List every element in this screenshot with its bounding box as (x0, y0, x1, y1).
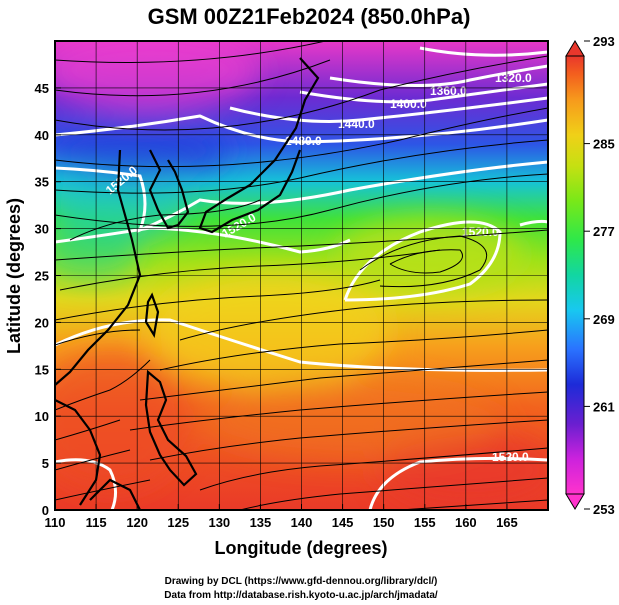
y-tick-label: 35 (35, 175, 49, 190)
contour-label: 1480.0 (285, 134, 322, 148)
china-coastline (55, 149, 142, 386)
y-tick-label: 40 (35, 128, 49, 143)
y-tick-label: 45 (35, 81, 49, 96)
x-axis-ticks: 110 115 120 125 130 135 140 145 150 155 160 165 (45, 504, 518, 530)
colorbar-body (565, 55, 585, 495)
contour-label: 1360.0 (430, 84, 467, 98)
y-tick-label: 0 (42, 503, 49, 518)
x-tick-label: 125 (167, 515, 189, 530)
colorbar: 293 285 277 269 261 253 (565, 34, 615, 517)
contour-label: 1520.0 (462, 225, 499, 239)
x-axis-label: Longitude (degrees) (214, 538, 387, 558)
japan-coastline (198, 57, 320, 234)
x-tick-label: 140 (291, 515, 313, 530)
colorbar-tick-label: 261 (593, 399, 615, 414)
x-tick-label: 155 (414, 515, 436, 530)
y-tick-label: 5 (42, 456, 49, 471)
indochina-coastline (55, 399, 102, 506)
x-tick-label: 165 (496, 515, 518, 530)
colorbar-tick-label: 293 (593, 34, 615, 49)
wind-streamlines (55, 41, 548, 510)
x-tick-label: 120 (126, 515, 148, 530)
contour-label: 1320.0 (495, 71, 532, 85)
taiwan-coastline (144, 292, 160, 339)
x-tick-label: 150 (373, 515, 395, 530)
x-tick-label: 135 (250, 515, 272, 530)
credit-data: Data from http://database.rish.kyoto-u.a… (164, 590, 438, 601)
map-grid (55, 41, 548, 510)
colorbar-tick-label: 253 (593, 502, 615, 517)
x-tick-label: 160 (455, 515, 477, 530)
y-tick-label: 15 (35, 362, 49, 377)
colorbar-top-arrow (565, 40, 585, 57)
y-tick-label: 30 (35, 222, 49, 237)
contour-label: 1520.0 (492, 450, 529, 464)
plot-area: 1320.0 1360.0 1400.0 1440.0 1480.0 1520.… (55, 41, 548, 510)
philippines-coastline (144, 369, 198, 487)
y-axis-label: Latitude (degrees) (4, 198, 24, 354)
y-tick-label: 20 (35, 315, 49, 330)
x-tick-label: 115 (86, 515, 107, 530)
colorbar-tick-label: 285 (593, 137, 615, 152)
credit-drawing: Drawing by DCL (https://www.gfd-dennou.o… (165, 576, 438, 587)
contour-label: 1440.0 (338, 117, 375, 131)
contour-label: 1400.0 (390, 97, 427, 111)
y-tick-label: 25 (35, 269, 49, 284)
colorbar-bottom-arrow (565, 493, 585, 510)
x-tick-label: 130 (208, 515, 230, 530)
x-tick-label: 145 (332, 515, 354, 530)
colorbar-tick-label: 269 (593, 312, 615, 327)
y-tick-label: 10 (35, 409, 49, 424)
height-contours (55, 46, 548, 510)
x-tick-label: 110 (45, 515, 66, 530)
map-title: GSM 00Z21Feb2024 (850.0hPa) (148, 4, 471, 29)
colorbar-ticks: 293 285 277 269 261 253 (584, 34, 615, 517)
colorbar-tick-label: 277 (593, 224, 615, 239)
y-axis-ticks: 0 5 10 15 20 25 30 35 40 45 (35, 81, 61, 518)
